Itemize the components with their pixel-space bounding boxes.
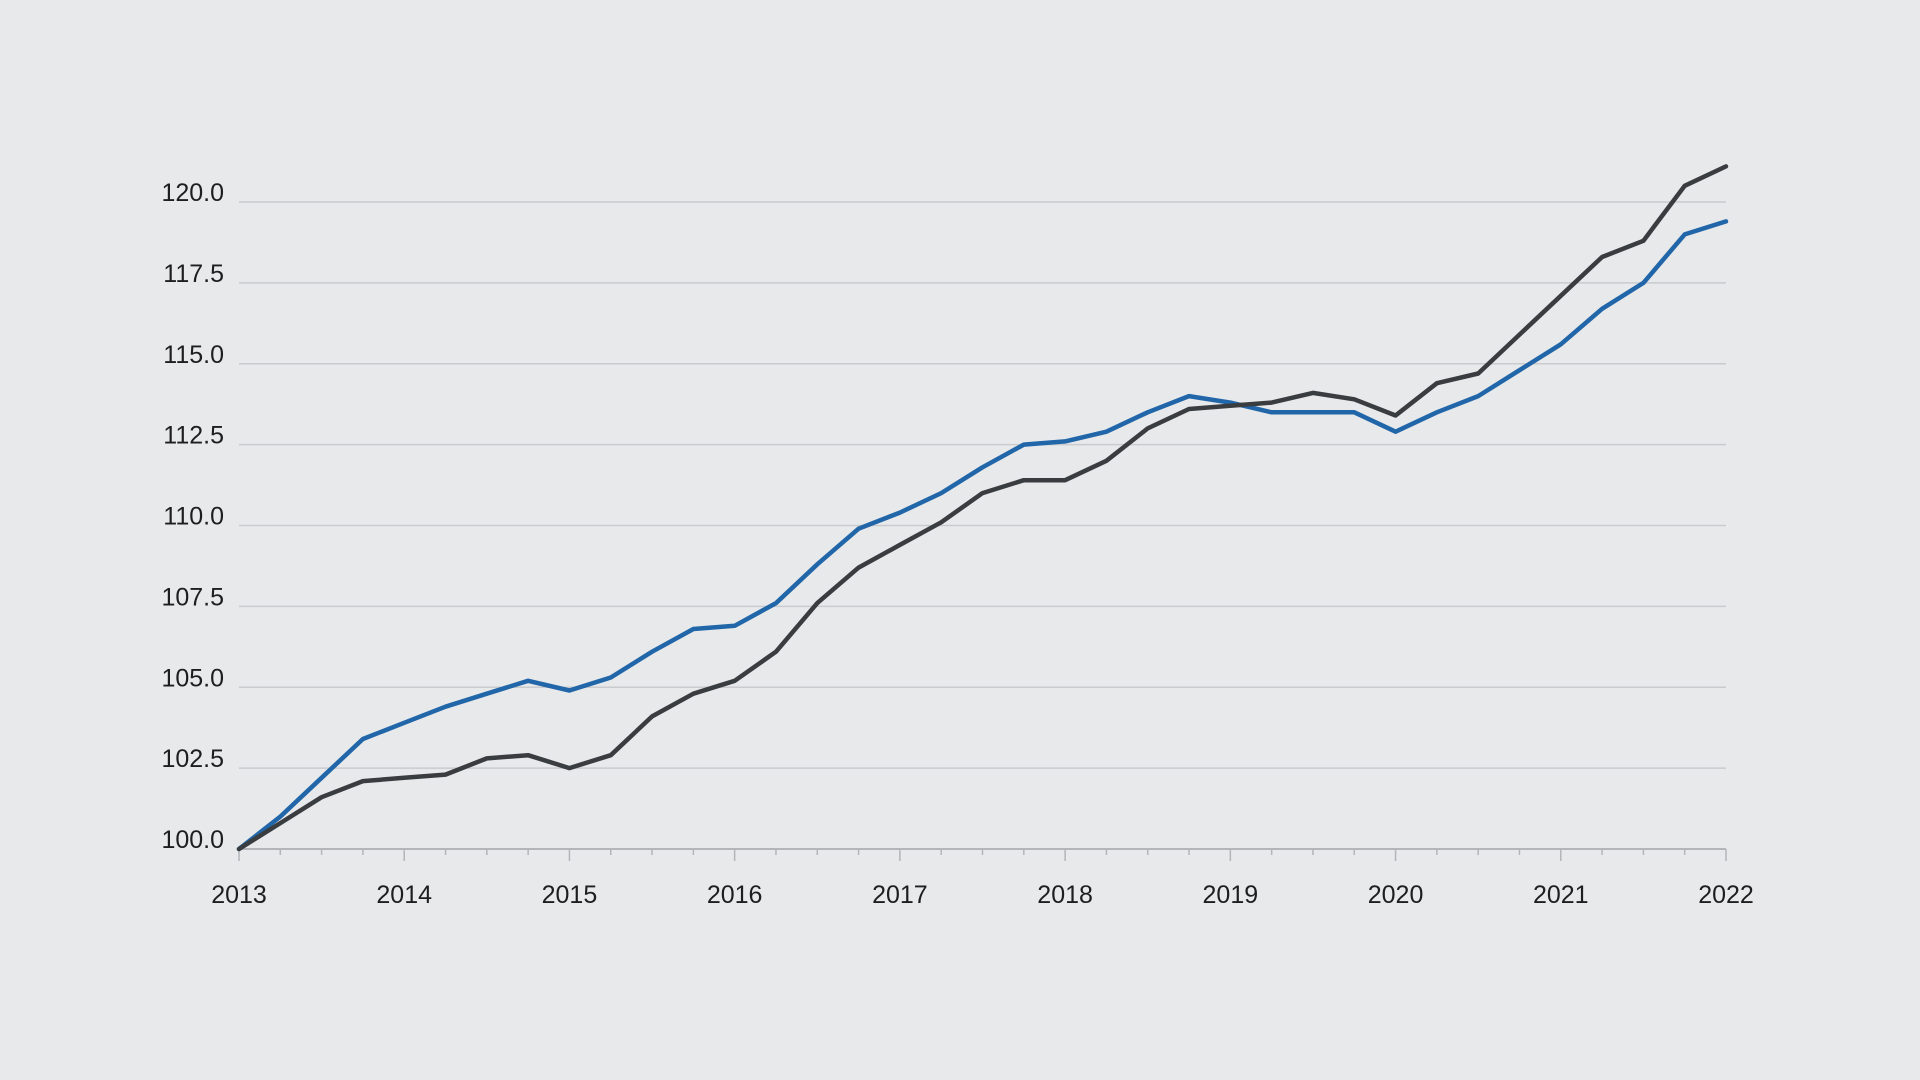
y-tick-label: 100.0: [161, 826, 224, 854]
x-tick-label: 2014: [376, 881, 432, 909]
y-tick-label: 107.5: [161, 583, 224, 611]
x-axis-tick-labels: 2013 2014 2015 2016 2017 2018 2019 2020 2021 2022: [211, 881, 1754, 909]
x-tick-label: 2013: [211, 881, 267, 909]
series-line-2: [236, 164, 1729, 852]
y-tick-label: 110.0: [163, 503, 224, 531]
y-axis-tick-labels: 100.0 102.5 105.0 107.5 110.0 112.5 115.0 117.5…: [161, 179, 224, 854]
x-tick-label: 2018: [1037, 881, 1093, 909]
series-lines: [236, 164, 1729, 852]
x-axis: [238, 848, 1727, 861]
x-tick-label: 2022: [1698, 881, 1754, 909]
x-tick-label: 2016: [707, 881, 763, 909]
y-tick-label: 102.5: [161, 745, 224, 773]
x-tick-label: 2017: [872, 881, 928, 909]
y-tick-label: 117.5: [163, 260, 224, 288]
y-tick-label: 120.0: [161, 179, 224, 207]
gridlines: [239, 201, 1726, 769]
x-tick-label: 2020: [1368, 881, 1424, 909]
x-tick-label: 2021: [1533, 881, 1589, 909]
x-tick-label: 2015: [542, 881, 598, 909]
x-tick-label: 2019: [1203, 881, 1259, 909]
series-line-1: [236, 219, 1729, 852]
y-tick-label: 112.5: [163, 422, 224, 450]
y-tick-label: 105.0: [161, 664, 224, 692]
y-tick-label: 115.0: [163, 341, 224, 369]
